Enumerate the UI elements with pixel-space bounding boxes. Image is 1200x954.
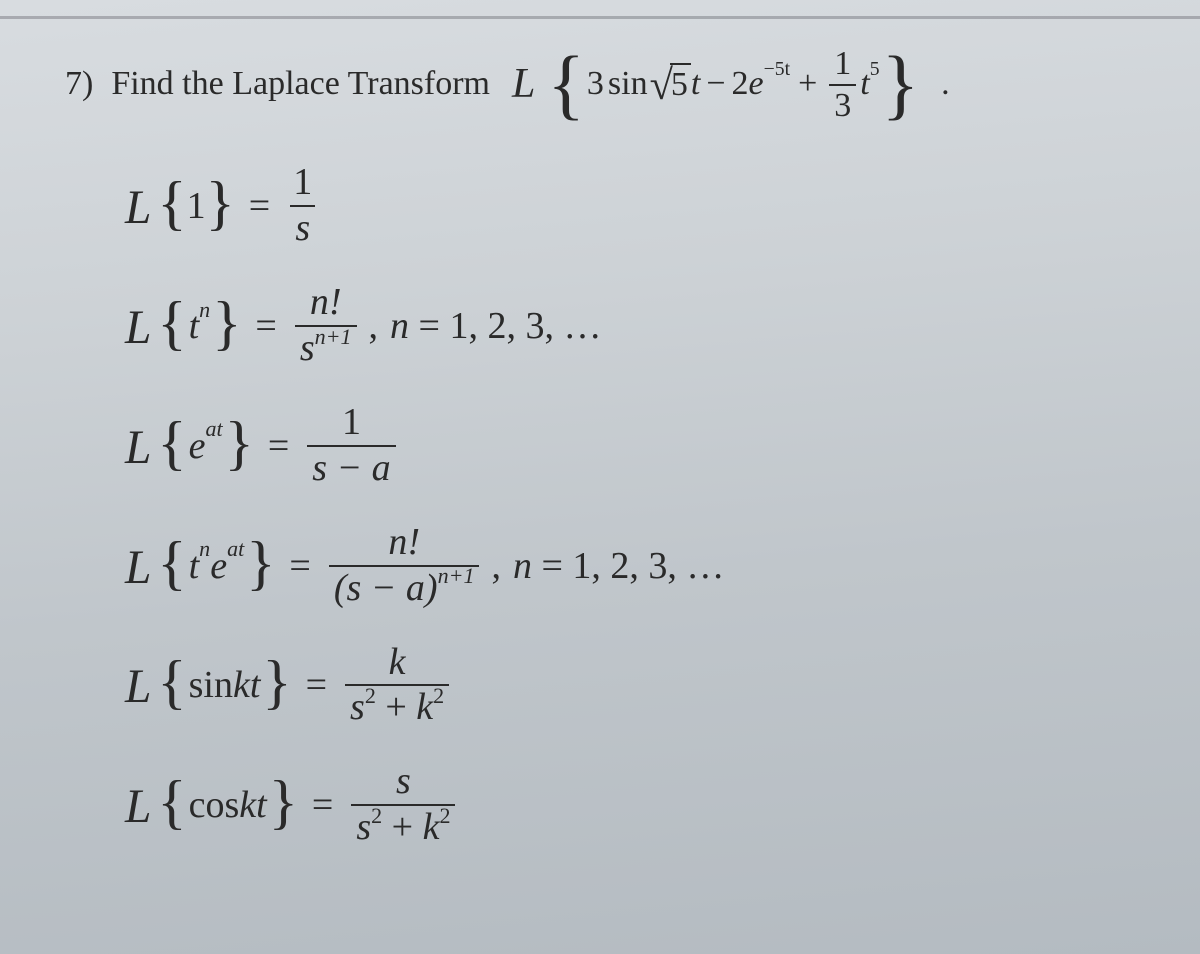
sup-n: n [199, 297, 210, 323]
comma: , [369, 304, 379, 348]
num: n! [305, 283, 347, 325]
formula-4: L { t n e at } = n! (s − a)n+1 , n = 1, … [125, 523, 1170, 609]
frac-1-3: 1 3 [829, 46, 856, 123]
num: n! [383, 523, 425, 565]
coef-2: 2 [732, 64, 749, 105]
sin: sin [608, 64, 648, 105]
frac-nfact: n! sn+1 [295, 283, 357, 369]
den-base: (s − a) [334, 567, 438, 609]
exp-neg5t: −5t [764, 58, 790, 82]
den: (s − a)n+1 [329, 565, 480, 609]
k: k [423, 806, 440, 848]
num: s [391, 762, 416, 804]
sq2: 2 [439, 803, 450, 828]
sup-at: at [227, 536, 244, 562]
radicand: 5 [670, 63, 691, 106]
question-expression: { 3 sin √ 5 t − 2 e −5t + 1 3 t 5 [547, 46, 919, 123]
comma: , [491, 544, 501, 588]
e: e [749, 64, 764, 105]
formula-3: L { e at } = 1 s − a [125, 403, 1170, 489]
k: k [416, 686, 433, 728]
question-line: 7) Find the Laplace Transform L { 3 sin … [65, 46, 1170, 123]
arg-coskt: cos kt [187, 783, 269, 827]
plus: + [382, 806, 422, 848]
plus: + [798, 64, 817, 105]
question-number: 7) [65, 64, 93, 105]
e: e [189, 424, 206, 468]
s: s [350, 686, 365, 728]
exp-5: 5 [870, 58, 880, 82]
plus: + [376, 686, 416, 728]
question-prompt: Find the Laplace Transform [111, 64, 490, 105]
den: s2 + k2 [345, 684, 449, 728]
frac-den: 3 [829, 84, 856, 124]
frac-1-s: 1 s [288, 163, 317, 249]
den-sup: n+1 [438, 563, 475, 588]
radical-symbol: √ [650, 71, 673, 101]
sup-n: n [199, 536, 210, 562]
operator-L: L [512, 59, 535, 109]
e: e [210, 544, 227, 588]
formula-1: L { 1 } = 1 s [125, 163, 1170, 249]
t: t [189, 304, 200, 348]
equals: = [268, 424, 289, 468]
den: s − a [307, 445, 395, 489]
num: 1 [337, 403, 366, 445]
den: s [290, 205, 315, 249]
sup-at: at [205, 416, 222, 442]
sq1: 2 [371, 803, 382, 828]
period: . [941, 64, 950, 105]
page-content: 7) Find the Laplace Transform L { 3 sin … [0, 0, 1200, 954]
arg-1: 1 [187, 184, 206, 228]
expression-inner: 3 sin √ 5 t − 2 e −5t + 1 3 t 5 [585, 46, 882, 123]
num: k [384, 643, 411, 685]
frac-num: 1 [829, 46, 856, 84]
frac-k: k s2 + k2 [345, 643, 449, 729]
equals: = [289, 544, 310, 588]
frac-s: s s2 + k2 [351, 762, 455, 848]
arg-sinkt: sin kt [187, 663, 263, 707]
var-t-1: t [691, 64, 700, 105]
minus: − [706, 64, 725, 105]
sq2: 2 [433, 683, 444, 708]
frac-1-s-a: 1 s − a [307, 403, 395, 489]
formula-5: L { sin kt } = k s2 + k2 [125, 643, 1170, 729]
condition: n = 1, 2, 3, … [513, 544, 724, 588]
den-s: s [300, 327, 315, 369]
formula-2: L { t n } = n! sn+1 , n = 1, 2, 3, … [125, 283, 1170, 369]
frac-nfact-sa: n! (s − a)n+1 [329, 523, 480, 609]
sqrt-5: √ 5 [650, 63, 691, 106]
equals: = [255, 304, 276, 348]
equals: = [306, 663, 327, 707]
den: sn+1 [295, 325, 357, 369]
condition: n = 1, 2, 3, … [390, 304, 601, 348]
equals: = [249, 184, 270, 228]
var-t-2: t [860, 64, 869, 105]
equals: = [312, 783, 333, 827]
formula-list: L { 1 } = 1 s L { t n } = [125, 163, 1170, 848]
num: 1 [288, 163, 317, 205]
formula-6: L { cos kt } = s s2 + k2 [125, 762, 1170, 848]
t: t [189, 544, 200, 588]
s: s [356, 806, 371, 848]
coef-3: 3 [587, 64, 604, 105]
sq1: 2 [365, 683, 376, 708]
den: s2 + k2 [351, 804, 455, 848]
den-sup: n+1 [315, 324, 352, 349]
